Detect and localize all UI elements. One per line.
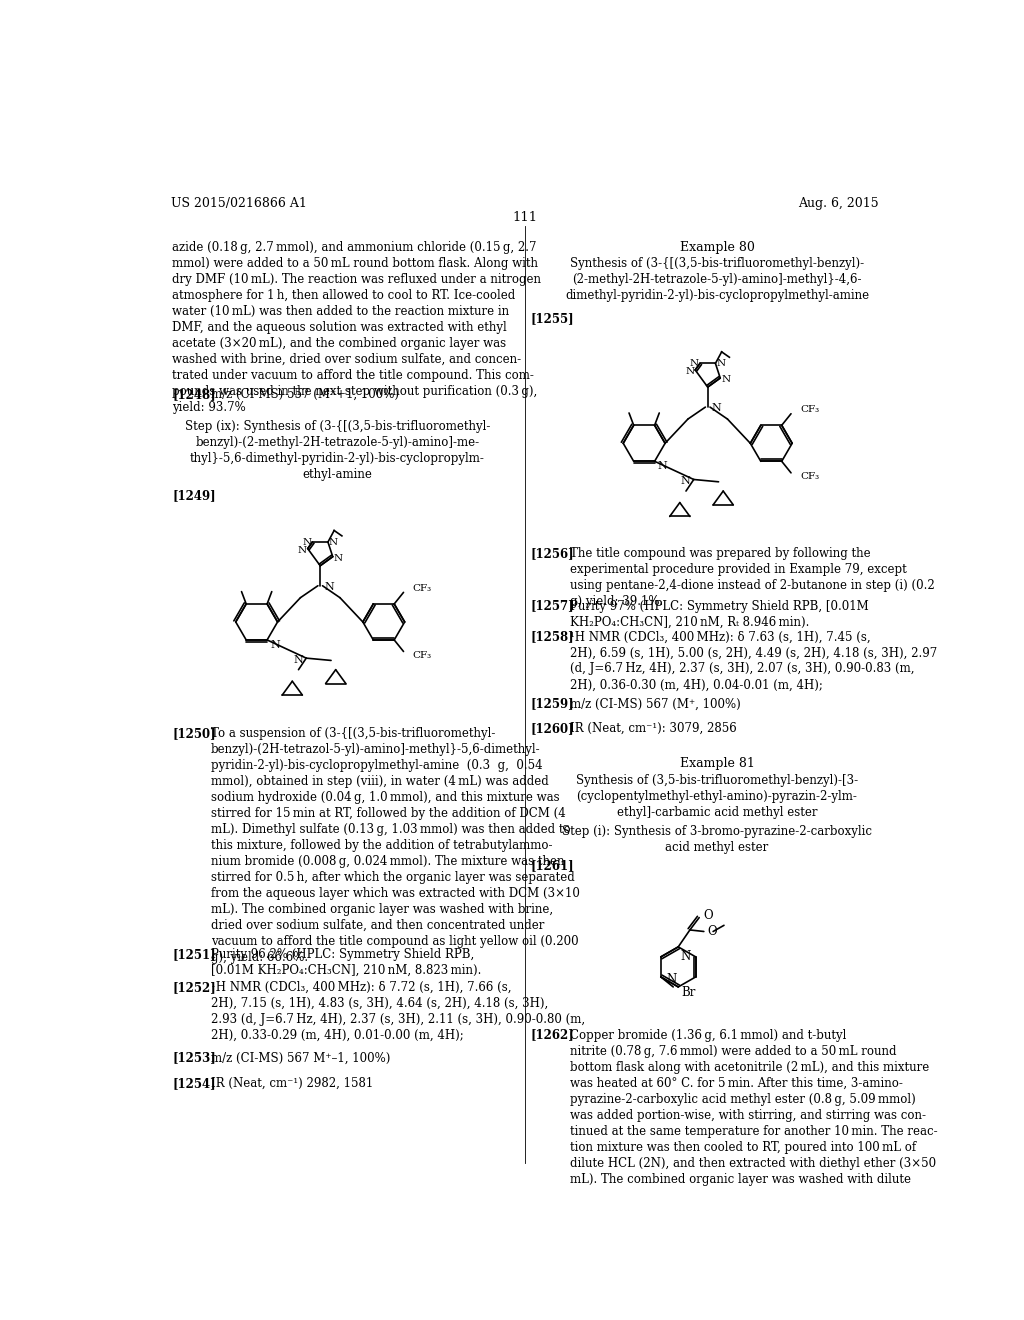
Text: [1259]: [1259] — [531, 697, 574, 710]
Text: IR (Neat, cm⁻¹) 2982, 1581: IR (Neat, cm⁻¹) 2982, 1581 — [211, 1077, 373, 1090]
Text: ¹H NMR (CDCl₃, 400 MHz): δ 7.63 (s, 1H), 7.45 (s,
2H), 6.59 (s, 1H), 5.00 (s, 2H: ¹H NMR (CDCl₃, 400 MHz): δ 7.63 (s, 1H),… — [569, 631, 937, 692]
Text: O: O — [703, 908, 713, 921]
Text: Aug. 6, 2015: Aug. 6, 2015 — [799, 197, 879, 210]
Text: [1249]: [1249] — [172, 490, 216, 503]
Text: Example 81: Example 81 — [680, 758, 755, 771]
Text: azide (0.18 g, 2.7 mmol), and ammonium chloride (0.15 g, 2.7
mmol) were added to: azide (0.18 g, 2.7 mmol), and ammonium c… — [172, 240, 541, 413]
Text: Copper bromide (1.36 g, 6.1 mmol) and t-butyl
nitrite (0.78 g, 7.6 mmol) were ad: Copper bromide (1.36 g, 6.1 mmol) and t-… — [569, 1028, 937, 1185]
Text: Step (i): Synthesis of 3-bromo-pyrazine-2-carboxylic
acid methyl ester: Step (i): Synthesis of 3-bromo-pyrazine-… — [562, 825, 872, 854]
Text: 111: 111 — [512, 211, 538, 224]
Text: [1260]: [1260] — [531, 722, 574, 735]
Text: N: N — [657, 461, 668, 471]
Text: m/z (CI-MS) 567 (M⁺, 100%): m/z (CI-MS) 567 (M⁺, 100%) — [569, 697, 740, 710]
Text: CF₃: CF₃ — [413, 583, 432, 593]
Text: N: N — [685, 367, 694, 376]
Text: [1258]: [1258] — [531, 631, 574, 643]
Text: N: N — [721, 375, 730, 384]
Text: The title compound was prepared by following the
experimental procedure provided: The title compound was prepared by follo… — [569, 548, 935, 609]
Text: ¹H NMR (CDCl₃, 400 MHz): δ 7.72 (s, 1H), 7.66 (s,
2H), 7.15 (s, 1H), 4.83 (s, 3H: ¹H NMR (CDCl₃, 400 MHz): δ 7.72 (s, 1H),… — [211, 981, 585, 1041]
Text: N: N — [294, 655, 303, 665]
Text: Purity 96.2% (HPLC: Symmetry Shield RPB,
[0.01M KH₂PO₄:CH₃CN], 210 nM, 8.823 min: Purity 96.2% (HPLC: Symmetry Shield RPB,… — [211, 948, 481, 977]
Text: Synthesis of (3,5-bis-trifluoromethyl-benzyl)-[3-
(cyclopentylmethyl-ethyl-amino: Synthesis of (3,5-bis-trifluoromethyl-be… — [575, 775, 858, 820]
Text: N: N — [712, 403, 721, 413]
Text: N: N — [270, 640, 280, 649]
Text: Example 80: Example 80 — [680, 240, 755, 253]
Text: [1254]: [1254] — [172, 1077, 216, 1090]
Text: N: N — [302, 537, 311, 546]
Text: Br: Br — [681, 986, 695, 999]
Text: Synthesis of (3-{[(3,5-bis-trifluoromethyl-benzyl)-
(2-methyl-2H-tetrazole-5-yl): Synthesis of (3-{[(3,5-bis-trifluorometh… — [565, 257, 869, 302]
Text: [1253]: [1253] — [172, 1052, 216, 1065]
Text: US 2015/0216866 A1: US 2015/0216866 A1 — [171, 197, 306, 210]
Text: Purity 97% (HPLC: Symmetry Shield RPB, [0.01M
KH₂PO₄:CH₃CN], 210 nM, Rₜ 8.946 mi: Purity 97% (HPLC: Symmetry Shield RPB, [… — [569, 599, 868, 628]
Text: N: N — [667, 973, 677, 986]
Text: [1261]: [1261] — [531, 859, 574, 873]
Text: m/z (CI-MS) 567 M⁺–1, 100%): m/z (CI-MS) 567 M⁺–1, 100%) — [211, 1052, 390, 1065]
Text: IR (Neat, cm⁻¹): 3079, 2856: IR (Neat, cm⁻¹): 3079, 2856 — [569, 722, 736, 735]
Text: O: O — [708, 925, 718, 939]
Text: CF₃: CF₃ — [801, 405, 819, 414]
Text: [1248]: [1248] — [172, 388, 216, 401]
Text: CF₃: CF₃ — [801, 473, 819, 482]
Text: [1256]: [1256] — [531, 548, 574, 560]
Text: N: N — [298, 545, 307, 554]
Text: CF₃: CF₃ — [413, 651, 432, 660]
Text: [1251]: [1251] — [172, 948, 216, 961]
Text: N: N — [717, 359, 725, 368]
Text: m/z (CI-MS) 557 (M⁺+1, 100%): m/z (CI-MS) 557 (M⁺+1, 100%) — [211, 388, 399, 401]
Text: To a suspension of (3-{[(3,5-bis-trifluoromethyl-
benzyl)-(2H-tetrazol-5-yl)-ami: To a suspension of (3-{[(3,5-bis-trifluo… — [211, 726, 580, 964]
Text: N: N — [324, 582, 334, 591]
Text: [1255]: [1255] — [531, 313, 574, 326]
Text: N: N — [329, 537, 338, 546]
Text: Step (ix): Synthesis of (3-{[(3,5-bis-trifluoromethyl-
benzyl)-(2-methyl-2H-tetr: Step (ix): Synthesis of (3-{[(3,5-bis-tr… — [184, 420, 489, 482]
Text: N: N — [334, 553, 343, 562]
Text: N: N — [681, 477, 690, 486]
Text: [1262]: [1262] — [531, 1028, 574, 1041]
Text: [1257]: [1257] — [531, 599, 574, 612]
Text: N: N — [690, 359, 699, 368]
Text: N: N — [680, 950, 690, 964]
Text: [1250]: [1250] — [172, 726, 216, 739]
Text: [1252]: [1252] — [172, 981, 216, 994]
